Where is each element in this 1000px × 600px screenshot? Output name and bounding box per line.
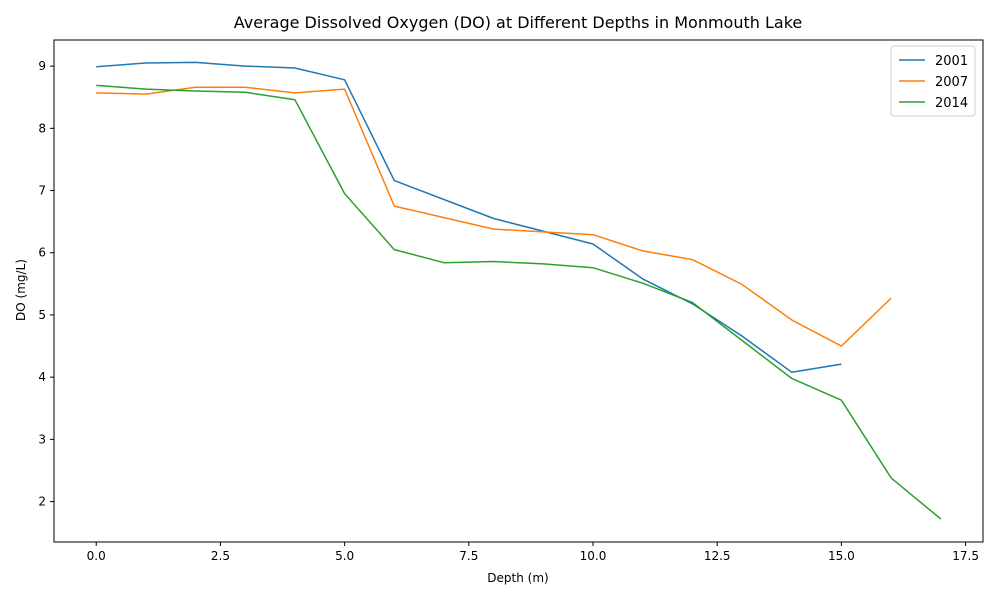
x-tick-label: 12.5: [704, 549, 731, 563]
y-tick-label: 8: [38, 121, 46, 135]
y-axis: 2 3 4 5 6 7 8 9: [38, 59, 54, 509]
y-tick-label: 4: [38, 370, 46, 384]
y-tick-label: 7: [38, 184, 46, 198]
legend: 2001 2007 2014: [890, 45, 976, 117]
legend-box: [890, 45, 976, 117]
x-tick-label: 17.5: [952, 549, 979, 563]
y-tick-label: 6: [38, 246, 46, 260]
y-tick-label: 5: [38, 308, 46, 322]
series-line-2014: [96, 84, 942, 520]
y-tick-label: 9: [38, 59, 46, 73]
x-tick-label: 7.5: [459, 549, 478, 563]
x-axis-label: Depth (m): [487, 571, 548, 585]
x-tick-label: 10.0: [580, 549, 607, 563]
x-axis: 0.0 2.5 5.0 7.5 10.0 12.5 15.0 17.5: [87, 542, 979, 563]
x-tick-label: 15.0: [828, 549, 855, 563]
legend-label-2014: 2014: [935, 96, 968, 111]
series-line-2001: [96, 61, 842, 373]
x-tick-label: 5.0: [335, 549, 354, 563]
plot-area-frame: [53, 39, 984, 543]
y-tick-label: 3: [38, 432, 46, 446]
legend-label-2007: 2007: [935, 75, 968, 90]
plot-lines: [96, 61, 942, 520]
x-tick-label: 0.0: [87, 549, 106, 563]
chart-title: Average Dissolved Oxygen (DO) at Differe…: [234, 13, 802, 32]
series-line-2007: [96, 86, 892, 347]
y-tick-label: 2: [38, 495, 46, 509]
legend-label-2001: 2001: [935, 54, 968, 69]
x-tick-label: 2.5: [211, 549, 230, 563]
y-axis-label: DO (mg/L): [14, 259, 28, 321]
